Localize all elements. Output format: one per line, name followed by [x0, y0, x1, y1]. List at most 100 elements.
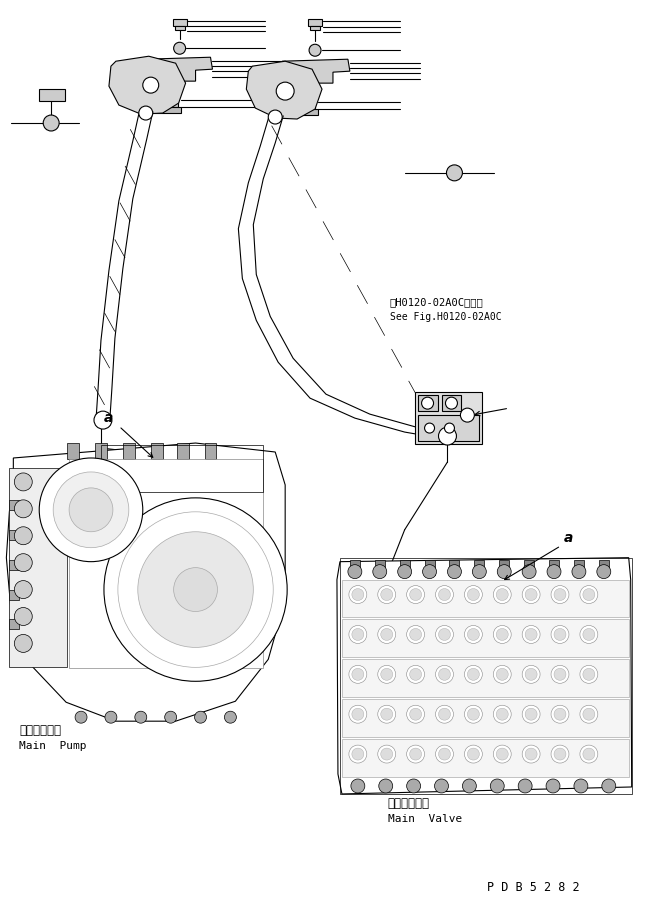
- Text: P D B 5 2 8 2: P D B 5 2 8 2: [488, 881, 580, 893]
- Bar: [175, 26, 185, 30]
- Bar: [148, 97, 177, 107]
- Bar: [424, 560, 435, 575]
- Circle shape: [14, 608, 32, 626]
- Circle shape: [525, 748, 537, 760]
- Circle shape: [410, 748, 422, 760]
- Circle shape: [436, 586, 454, 603]
- Circle shape: [439, 748, 450, 760]
- Bar: [342, 580, 629, 618]
- Circle shape: [522, 565, 536, 579]
- Circle shape: [39, 458, 143, 561]
- Circle shape: [580, 706, 598, 723]
- Bar: [342, 739, 629, 777]
- Bar: [342, 699, 629, 737]
- Circle shape: [174, 568, 218, 611]
- Circle shape: [447, 165, 462, 180]
- Circle shape: [554, 668, 566, 680]
- Circle shape: [525, 708, 537, 720]
- Bar: [69, 459, 263, 668]
- Bar: [67, 443, 79, 459]
- Circle shape: [467, 589, 479, 600]
- Circle shape: [554, 748, 566, 760]
- Circle shape: [493, 746, 511, 763]
- Bar: [9, 619, 20, 629]
- Circle shape: [464, 666, 482, 683]
- Circle shape: [493, 706, 511, 723]
- Circle shape: [118, 512, 273, 668]
- Circle shape: [352, 589, 364, 600]
- Text: 第H0120-02A0C図参照: 第H0120-02A0C図参照: [390, 297, 484, 307]
- Circle shape: [551, 666, 569, 683]
- Circle shape: [572, 565, 586, 579]
- Bar: [417, 395, 437, 411]
- Circle shape: [583, 629, 595, 640]
- Circle shape: [554, 629, 566, 640]
- Bar: [9, 530, 20, 540]
- Circle shape: [522, 706, 540, 723]
- Bar: [524, 560, 534, 575]
- Circle shape: [473, 565, 486, 579]
- Circle shape: [497, 565, 511, 579]
- Polygon shape: [282, 59, 350, 83]
- Bar: [499, 560, 509, 575]
- Text: Main  Pump: Main Pump: [20, 741, 87, 751]
- Circle shape: [378, 746, 396, 763]
- Bar: [599, 560, 609, 575]
- Circle shape: [496, 708, 508, 720]
- Circle shape: [460, 408, 474, 422]
- Circle shape: [522, 626, 540, 643]
- Circle shape: [14, 500, 32, 518]
- Circle shape: [493, 666, 511, 683]
- Bar: [310, 26, 320, 30]
- Circle shape: [490, 779, 504, 793]
- Bar: [342, 619, 629, 658]
- Circle shape: [602, 779, 616, 793]
- Bar: [449, 560, 460, 575]
- Circle shape: [14, 473, 32, 491]
- Polygon shape: [146, 57, 213, 81]
- Text: Main  Valve: Main Valve: [388, 814, 462, 824]
- Circle shape: [436, 626, 454, 643]
- Circle shape: [439, 668, 450, 680]
- Bar: [474, 560, 484, 575]
- Bar: [415, 392, 482, 444]
- Circle shape: [14, 553, 32, 571]
- Circle shape: [518, 779, 532, 793]
- Circle shape: [464, 746, 482, 763]
- Circle shape: [14, 580, 32, 599]
- Circle shape: [551, 706, 569, 723]
- Bar: [308, 19, 322, 26]
- Circle shape: [493, 586, 511, 603]
- Circle shape: [349, 586, 367, 603]
- Circle shape: [436, 706, 454, 723]
- Circle shape: [309, 44, 321, 56]
- Circle shape: [462, 779, 476, 793]
- Circle shape: [378, 626, 396, 643]
- Bar: [549, 560, 559, 575]
- Circle shape: [467, 629, 479, 640]
- Polygon shape: [246, 61, 322, 119]
- Bar: [95, 443, 107, 459]
- Circle shape: [445, 423, 454, 433]
- Circle shape: [522, 586, 540, 603]
- Circle shape: [276, 83, 294, 100]
- Circle shape: [352, 668, 364, 680]
- Bar: [574, 560, 584, 575]
- Circle shape: [439, 708, 450, 720]
- Circle shape: [583, 708, 595, 720]
- Circle shape: [410, 708, 422, 720]
- Circle shape: [447, 565, 462, 579]
- Polygon shape: [6, 443, 285, 721]
- Polygon shape: [337, 558, 632, 794]
- Bar: [9, 590, 20, 600]
- Bar: [400, 560, 410, 575]
- Circle shape: [496, 629, 508, 640]
- Circle shape: [597, 565, 611, 579]
- Circle shape: [439, 629, 450, 640]
- Circle shape: [398, 565, 411, 579]
- Bar: [9, 560, 20, 570]
- Bar: [285, 99, 315, 109]
- Bar: [375, 560, 385, 575]
- Circle shape: [583, 748, 595, 760]
- Circle shape: [381, 668, 393, 680]
